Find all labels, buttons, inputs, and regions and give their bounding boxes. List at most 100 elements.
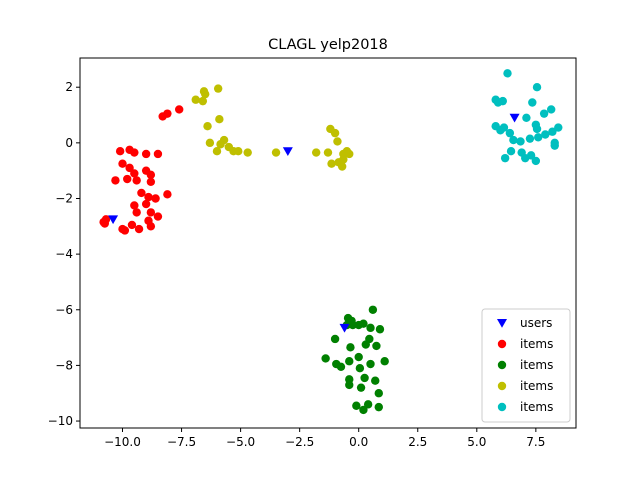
item-point xyxy=(336,362,346,371)
item-point xyxy=(505,128,515,138)
legend-marker xyxy=(497,339,507,349)
item-point xyxy=(130,169,139,178)
item-point xyxy=(141,149,151,159)
legend-label: items xyxy=(520,358,553,372)
legend-marker xyxy=(497,360,507,370)
chart-title: CLAGL yelp2018 xyxy=(268,37,388,53)
item-point xyxy=(151,194,160,203)
item-point xyxy=(125,163,134,173)
item-point xyxy=(521,153,530,163)
item-point xyxy=(361,340,370,349)
user-point xyxy=(108,215,119,225)
y-tick-label: 0 xyxy=(65,136,73,150)
item-point xyxy=(144,192,153,202)
legend-marker xyxy=(497,381,507,391)
item-point xyxy=(374,402,383,412)
item-point xyxy=(339,155,348,164)
item-point xyxy=(111,176,120,185)
item-point xyxy=(352,401,361,410)
item-point xyxy=(146,170,156,180)
item-point xyxy=(347,316,356,326)
legend-label: items xyxy=(520,400,553,414)
x-axis: −10.0 −7.5 −5.0 −2.5 0.0 2.5 5.0 7.5 xyxy=(104,428,545,449)
item-point xyxy=(493,98,503,107)
item-point xyxy=(141,199,151,209)
item-point xyxy=(333,137,342,146)
item-point xyxy=(132,208,141,217)
item-point xyxy=(243,148,252,157)
item-point xyxy=(153,212,163,221)
plot-frame xyxy=(79,57,577,429)
item-point xyxy=(532,83,542,92)
y-tick-label: −6 xyxy=(55,303,73,317)
item-point xyxy=(127,220,137,230)
item-point xyxy=(216,140,225,149)
item-point xyxy=(503,69,512,78)
legend-marker xyxy=(497,402,507,412)
item-point xyxy=(547,105,556,114)
item-point xyxy=(215,115,224,124)
user-point xyxy=(509,113,520,123)
item-point xyxy=(130,201,139,210)
item-point xyxy=(234,146,243,156)
legend-label: items xyxy=(520,379,553,393)
item-point xyxy=(346,343,355,352)
item-point xyxy=(330,128,340,138)
item-point xyxy=(345,149,354,159)
item-point xyxy=(522,113,531,123)
item-point xyxy=(366,359,375,369)
legend-marker xyxy=(497,319,507,328)
item-point xyxy=(541,130,550,139)
item-point xyxy=(330,334,340,344)
item-point xyxy=(509,135,518,145)
series-1 xyxy=(99,105,184,235)
item-point xyxy=(153,149,163,159)
series-0 xyxy=(108,113,520,333)
item-point xyxy=(368,305,378,314)
item-point xyxy=(100,219,110,228)
item-point xyxy=(158,112,167,121)
legend-label: items xyxy=(520,337,553,351)
x-tick-label: 2.5 xyxy=(408,435,427,449)
x-tick-label: −5.0 xyxy=(226,435,255,449)
item-point xyxy=(120,226,130,235)
item-point xyxy=(203,121,212,131)
plot-area xyxy=(99,69,563,415)
item-point xyxy=(132,176,141,185)
item-point xyxy=(271,148,281,157)
series-3 xyxy=(191,84,354,171)
item-point xyxy=(554,123,563,132)
y-axis: −10 −8 −6 −4 −2 0 2 xyxy=(48,80,80,428)
x-tick-label: −10.0 xyxy=(104,435,141,449)
item-point xyxy=(200,89,210,99)
item-point xyxy=(356,383,366,392)
y-tick-label: −2 xyxy=(55,191,73,205)
item-point xyxy=(323,148,333,157)
item-point xyxy=(528,98,537,107)
series-2 xyxy=(321,305,389,415)
x-tick-label: −2.5 xyxy=(285,435,314,449)
item-point xyxy=(506,146,516,156)
item-point xyxy=(146,208,156,217)
item-point xyxy=(372,341,381,351)
x-tick-label: 7.5 xyxy=(526,435,545,449)
series-4 xyxy=(491,69,563,166)
y-tick-label: −4 xyxy=(55,247,73,261)
legend-box xyxy=(481,308,571,423)
user-point xyxy=(282,147,293,156)
x-tick-label: −7.5 xyxy=(167,435,196,449)
item-point xyxy=(130,148,139,157)
item-point xyxy=(355,363,365,373)
y-tick-label: −8 xyxy=(55,358,73,372)
x-tick-label: 5.0 xyxy=(467,435,486,449)
x-tick-label: 0.0 xyxy=(349,435,368,449)
item-point xyxy=(380,357,389,366)
item-point xyxy=(371,376,380,385)
item-point xyxy=(366,323,375,333)
item-point xyxy=(321,354,330,363)
item-point xyxy=(500,153,510,163)
item-point xyxy=(327,159,336,168)
item-point xyxy=(496,126,505,135)
y-tick-label: 2 xyxy=(65,80,73,94)
